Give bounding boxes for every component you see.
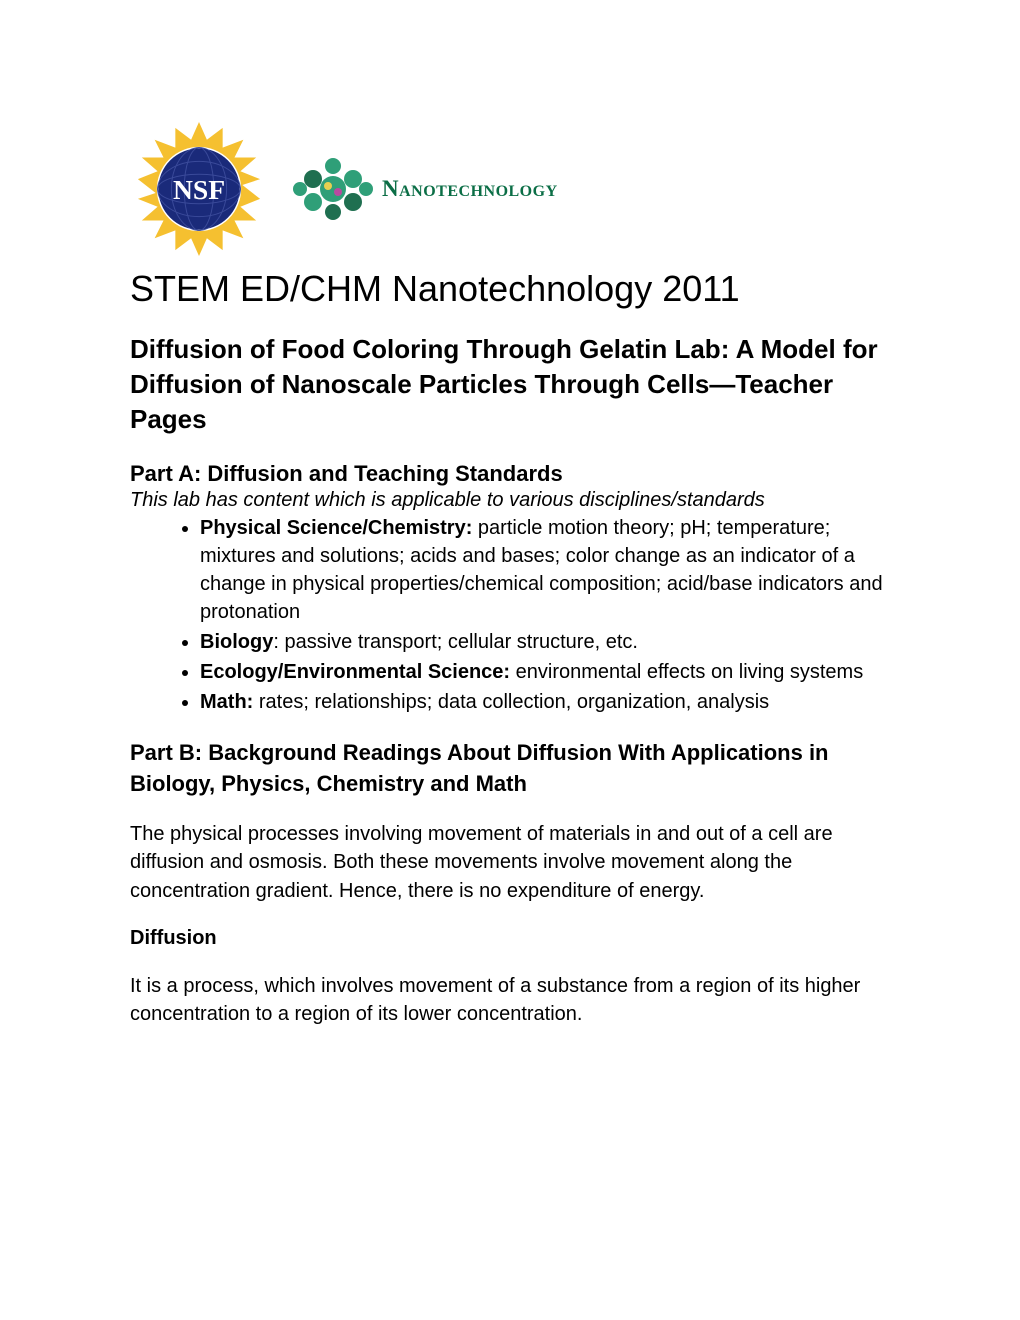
nsf-text: NSF xyxy=(173,174,225,205)
item-label: Physical Science/Chemistry: xyxy=(200,517,472,539)
list-item: Biology: passive transport; cellular str… xyxy=(200,628,890,656)
body-paragraph: The physical processes involving movemen… xyxy=(130,820,890,905)
list-item: Physical Science/Chemistry: particle mot… xyxy=(200,514,890,626)
item-label: Math: xyxy=(200,691,253,713)
document-page: NSF xyxy=(0,0,1020,1320)
part-a-note: This lab has content which is applicable… xyxy=(130,489,890,512)
nsf-logo: NSF xyxy=(130,120,268,258)
item-text: rates; relationships; data collection, o… xyxy=(253,691,769,713)
diffusion-heading: Diffusion xyxy=(130,927,890,950)
part-b-heading: Part B: Background Readings About Diffus… xyxy=(130,738,890,800)
nanotechnology-text: Nanotechnology xyxy=(382,176,558,202)
item-text: : passive transport; cellular structure,… xyxy=(273,631,638,653)
list-item: Math: rates; relationships; data collect… xyxy=(200,688,890,716)
standards-list: Physical Science/Chemistry: particle mot… xyxy=(130,514,890,716)
main-heading: STEM ED/CHM Nanotechnology 2011 xyxy=(130,268,890,310)
nanotechnology-logo: Nanotechnology xyxy=(288,154,558,224)
item-text: environmental effects on living systems xyxy=(510,661,863,683)
item-label: Biology xyxy=(200,631,273,653)
body-paragraph: It is a process, which involves movement… xyxy=(130,972,890,1029)
list-item: Ecology/Environmental Science: environme… xyxy=(200,658,890,686)
item-label: Ecology/Environmental Science: xyxy=(200,661,510,683)
part-a-heading: Part A: Diffusion and Teaching Standards xyxy=(130,461,890,487)
sub-heading: Diffusion of Food Coloring Through Gelat… xyxy=(130,332,890,437)
logo-row: NSF xyxy=(130,120,890,258)
